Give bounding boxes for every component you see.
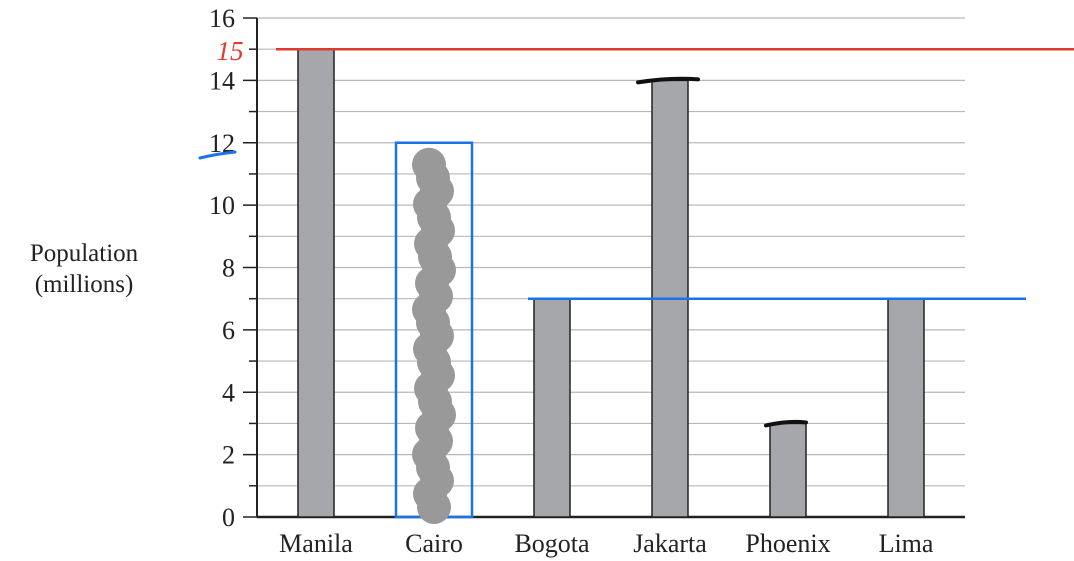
scribble-blob (417, 490, 451, 524)
x-tick-label: Phoenix (745, 529, 830, 558)
bar-lima (887, 297, 925, 518)
blue-underline-12 (198, 150, 237, 160)
x-tick-label: Manila (279, 529, 353, 558)
x-tick-label: Jakarta (633, 529, 707, 558)
red-handwritten-15: 15 (217, 36, 244, 66)
y-axis-label: Population (millions) (0, 238, 168, 300)
y-axis-label-line-1: Population (29, 240, 139, 267)
grid-lines (256, 17, 965, 519)
bar-bogota (533, 297, 571, 518)
annotations: 15 (198, 36, 1074, 524)
y-tick-label: 4 (222, 378, 235, 407)
y-tick-label: 14 (209, 66, 235, 95)
x-tick-label: Bogota (514, 529, 590, 558)
black-mark-jakarta (636, 76, 700, 85)
y-tick-label: 16 (209, 4, 235, 33)
y-tick-label: 10 (209, 191, 235, 220)
x-tick-labels: Manila Cairo Bogota Jakarta Phoenix Lima (279, 529, 934, 558)
cairo-scribble (412, 147, 456, 524)
black-mark-phoenix (764, 419, 808, 428)
y-tick-label: 2 (222, 441, 235, 470)
bar-manila (297, 48, 335, 518)
x-tick-label: Lima (879, 529, 934, 558)
y-tick-label: 6 (222, 316, 235, 345)
y-tick-label: 8 (222, 254, 235, 283)
y-tick-label: 0 (222, 503, 235, 532)
bars (297, 48, 925, 518)
x-tick-label: Cairo (405, 529, 463, 558)
y-axis-label-line-2: (millions) (34, 271, 134, 298)
bar-phoenix (769, 422, 807, 518)
